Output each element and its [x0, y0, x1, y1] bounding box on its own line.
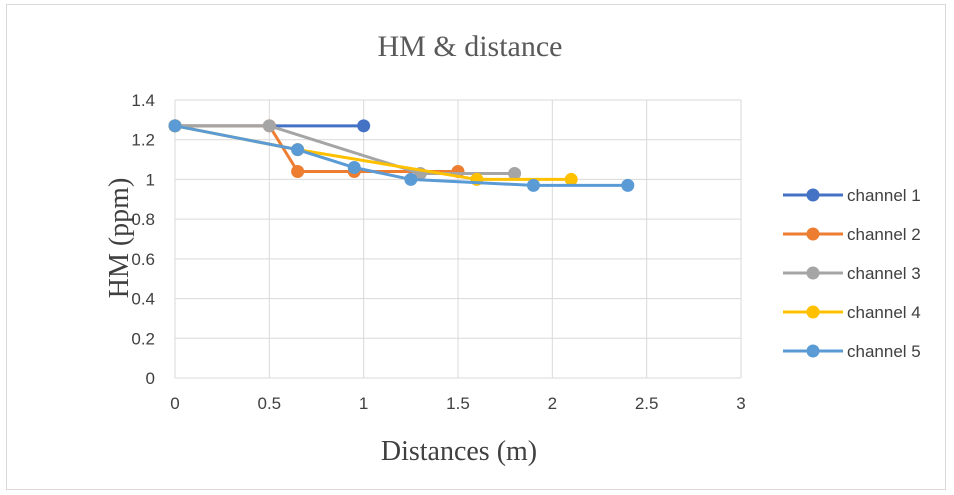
tick-labels: 0 0.2 0.4 0.6 0.8 1 1.2 1.4 0 0.5 1 1.5 2 2.5 3	[131, 91, 745, 413]
legend: channel 1 channel 2 channel 3 channel 4 chan…	[783, 186, 921, 361]
y-tick-label: 0.6	[131, 250, 155, 269]
x-tick-label: 0	[170, 394, 179, 413]
data-point	[621, 178, 635, 192]
series-line-5	[173, 124, 630, 187]
x-tick-label: 1	[359, 394, 368, 413]
x-axis-title: Distances (m)	[381, 436, 537, 467]
legend-label: channel 2	[847, 225, 921, 244]
data-point	[291, 164, 305, 178]
y-tick-label: 1	[146, 170, 155, 189]
x-tick-label: 0.5	[258, 394, 282, 413]
y-tick-label: 0.2	[131, 329, 155, 348]
legend-label: channel 1	[847, 186, 921, 205]
y-axis-title: HM (ppm)	[104, 178, 135, 299]
series-line-3	[173, 124, 517, 175]
data-point	[347, 161, 361, 175]
legend-label: channel 5	[847, 342, 921, 361]
data-point	[291, 143, 305, 157]
legend-label: channel 4	[847, 303, 921, 322]
y-tick-label: 1.2	[131, 131, 155, 150]
legend-marker	[806, 188, 820, 202]
data-point	[262, 119, 276, 133]
data-point	[168, 119, 182, 133]
y-tick-label: 1.4	[131, 91, 155, 110]
data-point	[564, 172, 578, 186]
legend-marker	[806, 305, 820, 319]
legend-label: channel 3	[847, 264, 921, 283]
chart-frame	[6, 4, 946, 490]
x-tick-label: 2.5	[635, 394, 659, 413]
y-tick-label: 0.8	[131, 210, 155, 229]
legend-marker	[806, 266, 820, 280]
chart-title: HM & distance	[378, 30, 563, 63]
y-tick-label: 0	[146, 369, 155, 388]
legend-marker	[806, 344, 820, 358]
plot-area	[168, 119, 635, 192]
x-tick-label: 3	[736, 394, 745, 413]
data-point	[357, 119, 371, 133]
x-tick-label: 1.5	[446, 394, 470, 413]
y-tick-label: 0.4	[131, 290, 155, 309]
data-point	[404, 172, 418, 186]
x-tick-label: 2	[548, 394, 557, 413]
grid	[174, 99, 742, 379]
legend-marker	[806, 227, 820, 241]
data-point	[508, 166, 522, 180]
data-point	[526, 178, 540, 192]
